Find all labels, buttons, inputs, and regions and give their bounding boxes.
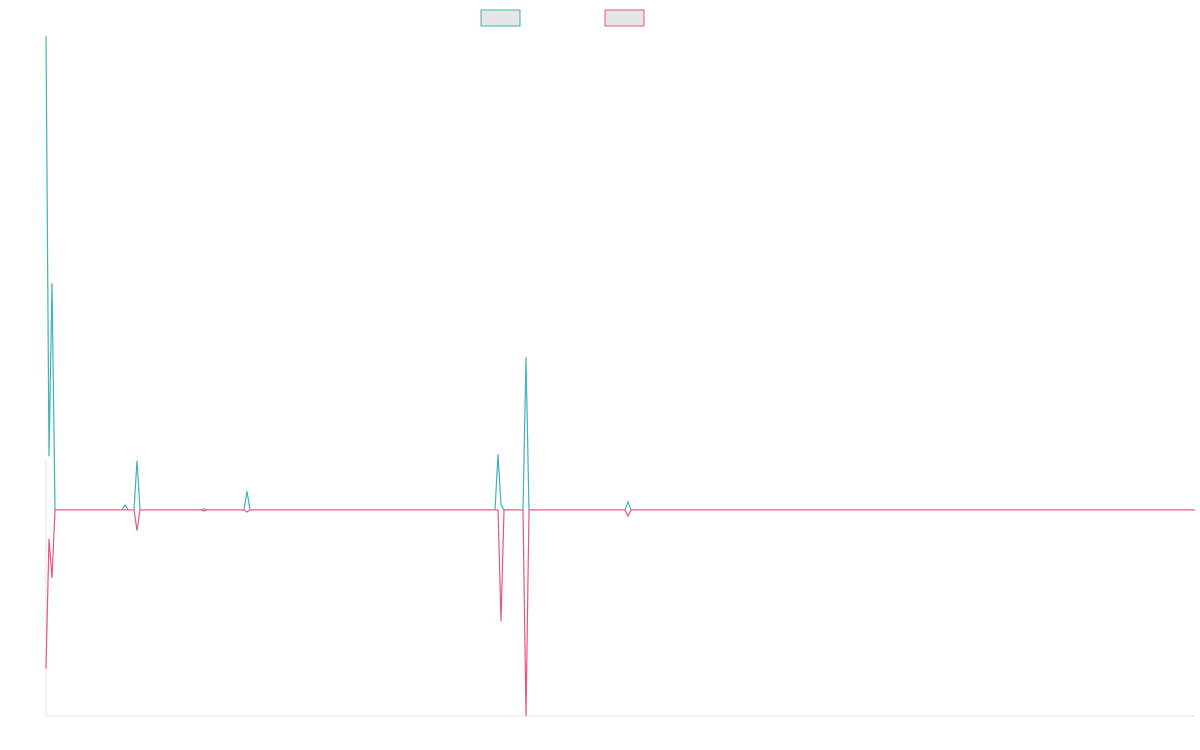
- line-series: [45, 509, 1195, 717]
- line-series: [45, 35, 1195, 511]
- legend-swatch: [604, 9, 645, 27]
- legend-swatch: [480, 9, 521, 27]
